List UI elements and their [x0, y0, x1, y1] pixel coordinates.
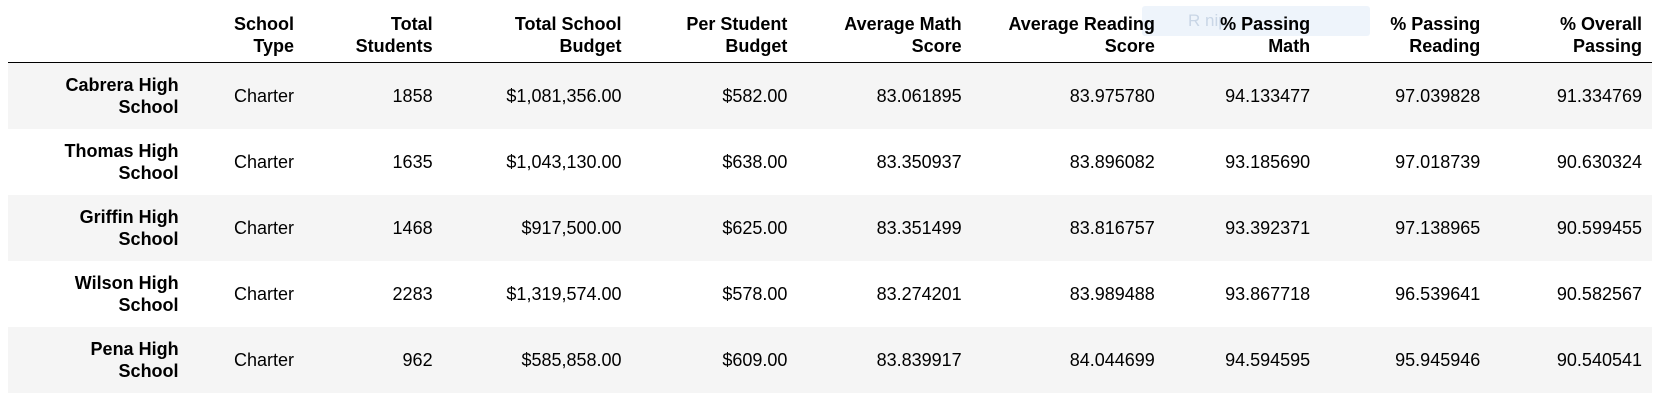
column-header-per-student-budget: Per Student Budget [631, 8, 798, 63]
header-line: Budget [725, 36, 788, 56]
cell-percent-passing-reading: 97.018739 [1395, 151, 1481, 172]
header-line: Average Math [844, 14, 962, 34]
cell-per-student-budget: $625.00 [722, 217, 788, 238]
cell-percent-passing-math: 93.867718 [1225, 283, 1311, 304]
school-name-line: Pena High [90, 338, 179, 359]
table-row: Cabrera High School Charter 1858 $1,081,… [8, 62, 1652, 129]
header-line: % Passing [1390, 14, 1481, 34]
header-line: Passing [1572, 36, 1642, 56]
cell-total-students: 1635 [392, 151, 433, 172]
table-row: Wilson High School Charter 2283 $1,319,5… [8, 260, 1652, 327]
cell-per-student-budget: $638.00 [722, 151, 788, 172]
cell-percent-passing-math: 93.185690 [1225, 151, 1311, 172]
cell-average-reading-score: 84.044699 [1069, 349, 1155, 370]
cell-total-students: 1468 [392, 217, 433, 238]
school-name-line: School [118, 228, 179, 249]
cell-per-student-budget: $578.00 [722, 283, 788, 304]
column-header-total-students: Total Students [304, 8, 443, 63]
column-header-total-school-budget: Total School Budget [442, 8, 632, 63]
cell-percent-overall-passing: 90.630324 [1556, 151, 1642, 172]
cell-average-reading-score: 83.816757 [1069, 217, 1155, 238]
school-name-line: Cabrera High [65, 74, 179, 95]
column-header-average-reading-score: Average Reading Score [971, 8, 1165, 63]
cell-school-type: Charter [234, 349, 295, 370]
cell-average-reading-score: 83.896082 [1069, 151, 1155, 172]
cell-average-reading-score: 83.975780 [1069, 85, 1155, 106]
index-header [8, 8, 189, 63]
header-line: Score [911, 36, 962, 56]
cell-average-reading-score: 83.989488 [1069, 283, 1155, 304]
school-name-line: School [118, 360, 179, 381]
cell-percent-overall-passing: 90.540541 [1556, 349, 1642, 370]
school-summary-table: School Type Total Students Total School … [8, 8, 1652, 393]
table-header: School Type Total Students Total School … [8, 8, 1652, 63]
header-line: % Overall [1559, 14, 1642, 34]
cell-average-math-score: 83.839917 [876, 349, 962, 370]
cell-average-math-score: 83.061895 [876, 85, 962, 106]
cell-total-school-budget: $585,858.00 [521, 349, 622, 370]
cell-percent-overall-passing: 90.582567 [1556, 283, 1642, 304]
cell-total-students: 2283 [392, 283, 433, 304]
header-line: Average Reading [1008, 14, 1155, 34]
table-row: Thomas High School Charter 1635 $1,043,1… [8, 128, 1652, 195]
row-index-school-name: Wilson High School [8, 261, 189, 327]
school-name-line: Griffin High [79, 206, 179, 227]
cell-average-math-score: 83.350937 [876, 151, 962, 172]
cell-percent-passing-reading: 97.039828 [1395, 85, 1481, 106]
school-name-line: School [118, 294, 179, 315]
row-index-school-name: Griffin High School [8, 195, 189, 261]
cell-percent-passing-math: 93.392371 [1225, 217, 1311, 238]
cell-average-math-score: 83.351499 [876, 217, 962, 238]
header-line: Budget [559, 36, 622, 56]
column-header-percent-passing-math: % Passing Math [1164, 8, 1321, 63]
column-header-percent-overall-passing: % Overall Passing [1490, 8, 1652, 63]
row-index-school-name: Cabrera High School [8, 63, 189, 129]
cell-percent-passing-reading: 96.539641 [1395, 283, 1481, 304]
cell-per-student-budget: $609.00 [722, 349, 788, 370]
column-header-percent-passing-reading: % Passing Reading [1320, 8, 1491, 63]
row-index-school-name: Pena High School [8, 327, 189, 393]
cell-total-students: 1858 [392, 85, 433, 106]
cell-school-type: Charter [234, 283, 295, 304]
school-name-line: School [118, 96, 179, 117]
table-row: Griffin High School Charter 1468 $917,50… [8, 194, 1652, 261]
cell-percent-passing-math: 94.594595 [1225, 349, 1311, 370]
cell-total-school-budget: $917,500.00 [521, 217, 622, 238]
cell-percent-passing-reading: 97.138965 [1395, 217, 1481, 238]
header-line: Reading [1409, 36, 1481, 56]
cell-percent-passing-math: 94.133477 [1225, 85, 1311, 106]
column-header-average-math-score: Average Math Score [797, 8, 972, 63]
header-line: Score [1104, 36, 1155, 56]
school-name-line: Wilson High [74, 272, 179, 293]
header-line: Math [1268, 36, 1311, 56]
cell-average-math-score: 83.274201 [876, 283, 962, 304]
cell-school-type: Charter [234, 217, 295, 238]
cell-per-student-budget: $582.00 [722, 85, 788, 106]
cell-school-type: Charter [234, 85, 295, 106]
cell-total-school-budget: $1,043,130.00 [506, 151, 622, 172]
cell-total-students: 962 [402, 349, 433, 370]
header-line: Type [253, 36, 295, 56]
header-line: Total School [514, 14, 622, 34]
row-index-school-name: Thomas High School [8, 129, 189, 195]
header-line: Per Student [686, 14, 788, 34]
header-line: Students [355, 36, 433, 56]
cell-total-school-budget: $1,081,356.00 [506, 85, 622, 106]
school-name-line: School [118, 162, 179, 183]
header-row: School Type Total Students Total School … [8, 8, 1652, 63]
column-header-school-type: School Type [188, 8, 305, 63]
cell-percent-overall-passing: 90.599455 [1556, 217, 1642, 238]
header-line: % Passing [1220, 14, 1311, 34]
header-line: School [234, 14, 295, 34]
table-row: Pena High School Charter 962 $585,858.00… [8, 326, 1652, 393]
cell-school-type: Charter [234, 151, 295, 172]
school-name-line: Thomas High [64, 140, 179, 161]
cell-percent-overall-passing: 91.334769 [1556, 85, 1642, 106]
header-line: Total [390, 14, 433, 34]
cell-percent-passing-reading: 95.945946 [1395, 349, 1481, 370]
table-body: Cabrera High School Charter 1858 $1,081,… [8, 62, 1652, 393]
cell-total-school-budget: $1,319,574.00 [506, 283, 622, 304]
